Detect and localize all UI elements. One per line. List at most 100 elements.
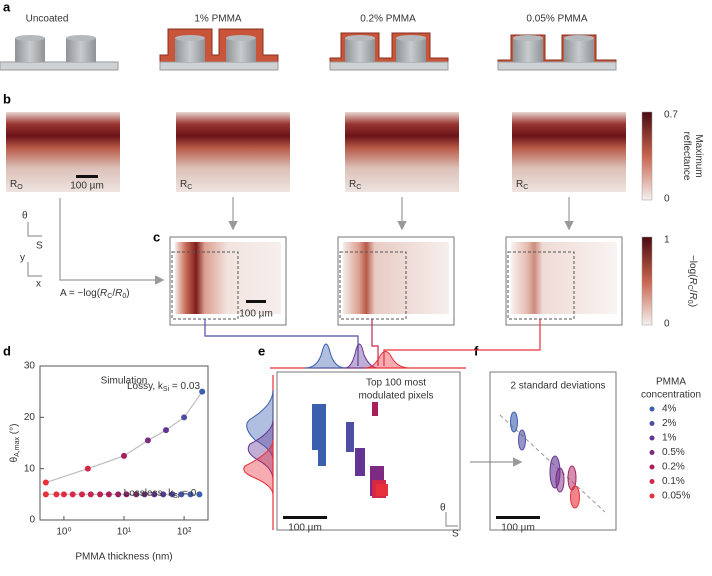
- point: [160, 491, 167, 498]
- colorbar-tick: 0: [664, 319, 670, 330]
- y-tick-label: 20: [24, 412, 36, 423]
- axis-icon-label: S: [36, 241, 43, 252]
- legend-marker: [649, 479, 655, 484]
- scale-bar: [76, 175, 98, 178]
- panel-label: b: [3, 91, 11, 106]
- point: [69, 491, 76, 498]
- scale-bar-label: 100 µm: [70, 181, 104, 192]
- scale-bar: [246, 300, 266, 303]
- annotation-part: Si: [163, 386, 170, 393]
- absorbance-maps: [169, 236, 623, 326]
- point: [169, 491, 176, 498]
- colorbar-tick: 0.7: [664, 110, 678, 121]
- point: [87, 491, 94, 498]
- sample-drawing: [0, 34, 119, 71]
- legend-label: 4%: [662, 404, 677, 415]
- scale-bar-label: 100 µm: [239, 309, 273, 320]
- point: [121, 452, 127, 459]
- axes-icon: [27, 222, 42, 277]
- legend-title: concentration: [641, 390, 701, 401]
- pixel-clusters: [312, 402, 388, 498]
- point: [144, 437, 151, 444]
- image-label: RO: [10, 179, 23, 191]
- point: [151, 491, 158, 498]
- colorbar-label: Maximumreflectance: [681, 132, 704, 181]
- sample-drawing: [159, 28, 279, 71]
- annotation: Lossy, kSi = 0.03: [127, 381, 200, 393]
- axis-icon-label: θ: [440, 503, 446, 514]
- legend-label: 0.05%: [662, 491, 690, 502]
- colorbar-tick: 1: [664, 235, 670, 246]
- y-axis-label: θA,max (°): [9, 424, 21, 463]
- legend-marker: [649, 406, 655, 412]
- image-label: RC: [349, 179, 361, 191]
- colorbar: [641, 111, 653, 201]
- panel-label: f: [474, 343, 479, 358]
- panel-label: d: [3, 343, 11, 358]
- legend-marker: [649, 464, 655, 470]
- x-tick-label: 10¹: [117, 527, 132, 538]
- image-label: RC: [180, 179, 192, 191]
- annotation-part: Lossless, k: [124, 488, 174, 499]
- legend-title: PMMA: [656, 377, 686, 388]
- axis-icon-label: θ: [22, 211, 28, 222]
- point: [53, 491, 60, 498]
- deviation-ellipses: [499, 411, 606, 513]
- x-tick-label: 10²: [177, 527, 192, 538]
- y-tick-label: 10: [24, 463, 36, 474]
- sample-title: 0.2% PMMA: [360, 14, 416, 25]
- annotation-part: = 0.03: [169, 381, 200, 392]
- sample-drawing: [329, 32, 449, 71]
- sample-title: 1% PMMA: [194, 14, 242, 25]
- point: [187, 491, 194, 498]
- annotation-part: Si: [173, 493, 180, 500]
- y-tick-label: 30: [24, 361, 36, 372]
- point: [84, 465, 91, 472]
- plot-frame: [276, 371, 461, 531]
- scale-bar: [283, 516, 327, 519]
- scale-bar-label: 100 µm: [501, 523, 535, 534]
- point: [60, 491, 67, 498]
- axis-icon-label: S: [452, 529, 459, 540]
- legend-marker: [649, 435, 655, 441]
- sample-title: 0.05% PMMA: [526, 14, 587, 25]
- panel-text: 2 standard deviations: [510, 381, 605, 392]
- point: [181, 414, 188, 421]
- image-label: RC: [516, 179, 528, 191]
- point: [115, 491, 122, 498]
- colorbar-label: −log(RC/R0): [686, 255, 698, 307]
- panel-label: a: [3, 0, 11, 14]
- legend-label: 0.5%: [662, 447, 685, 458]
- point: [79, 491, 85, 498]
- panel-label: e: [258, 343, 265, 358]
- scale-bar-label: 100 µm: [288, 523, 322, 534]
- point: [196, 491, 203, 498]
- point: [141, 491, 148, 498]
- series-line: [45, 391, 203, 484]
- sample-title: Uncoated: [26, 14, 69, 25]
- colorbar-tick: 0: [664, 194, 670, 205]
- panel-text: modulated pixels: [358, 391, 433, 402]
- arrow: [59, 198, 165, 285]
- panel-label: c: [153, 229, 160, 244]
- annotation-part: = 0: [179, 488, 196, 499]
- point: [163, 427, 169, 434]
- formula: A = −log(RC/R0): [60, 288, 130, 300]
- legend-label: 0.2%: [662, 462, 685, 473]
- legend-marker: [649, 493, 655, 499]
- marginal-distributions: [243, 343, 466, 530]
- legend-marker: [649, 450, 655, 455]
- legend-label: 2%: [662, 418, 677, 429]
- scale-bar: [496, 516, 540, 519]
- point: [42, 479, 49, 486]
- legend-label: 1%: [662, 433, 677, 444]
- axis-icon-label: x: [36, 279, 41, 290]
- sample-drawing: [497, 34, 617, 71]
- chart-title: Simulation: [101, 376, 148, 387]
- colorbar: [641, 236, 653, 326]
- point: [97, 491, 104, 498]
- annotation-part: Lossy, k: [127, 381, 164, 392]
- axes-icon: [445, 512, 458, 527]
- point: [178, 491, 185, 498]
- y-axis-label-part: (°): [9, 424, 20, 437]
